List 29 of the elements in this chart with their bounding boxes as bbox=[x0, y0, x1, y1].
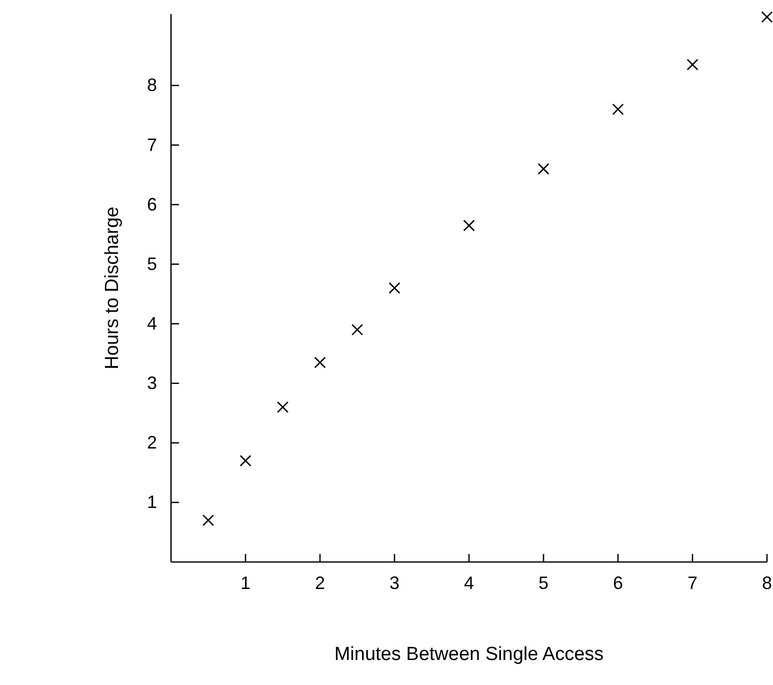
point bbox=[388, 282, 400, 294]
point bbox=[761, 11, 773, 23]
x-tick-label: 8 bbox=[762, 572, 772, 593]
x-tick-label: 1 bbox=[240, 572, 251, 593]
point bbox=[612, 103, 624, 116]
point bbox=[276, 401, 289, 413]
y-tick-label: 3 bbox=[146, 373, 157, 394]
x-tick-label: 5 bbox=[538, 572, 549, 593]
point bbox=[240, 454, 252, 467]
point bbox=[686, 58, 698, 70]
y-tick-label: 8 bbox=[146, 75, 157, 96]
y-tick-label: 5 bbox=[146, 254, 157, 274]
point bbox=[538, 163, 550, 175]
x-tick-label: 3 bbox=[389, 572, 400, 593]
x-tick-label: 2 bbox=[314, 572, 326, 593]
point bbox=[463, 220, 475, 232]
x-tick-label: 4 bbox=[464, 572, 474, 593]
y-tick-label: 1 bbox=[146, 492, 157, 512]
y-tick-label: 6 bbox=[146, 194, 157, 214]
y-tick-label: 4 bbox=[146, 314, 157, 334]
point bbox=[202, 514, 214, 526]
y-tick-label: 7 bbox=[146, 134, 157, 155]
point bbox=[351, 324, 364, 336]
x-axis-title: Minutes Between Single Access bbox=[334, 644, 604, 665]
x-tick-label: 6 bbox=[612, 572, 624, 593]
y-tick-label: 2 bbox=[146, 432, 157, 453]
y-axis-title: Hours to Discharge bbox=[102, 206, 123, 370]
point bbox=[314, 356, 326, 368]
x-tick-label: 7 bbox=[687, 572, 698, 593]
